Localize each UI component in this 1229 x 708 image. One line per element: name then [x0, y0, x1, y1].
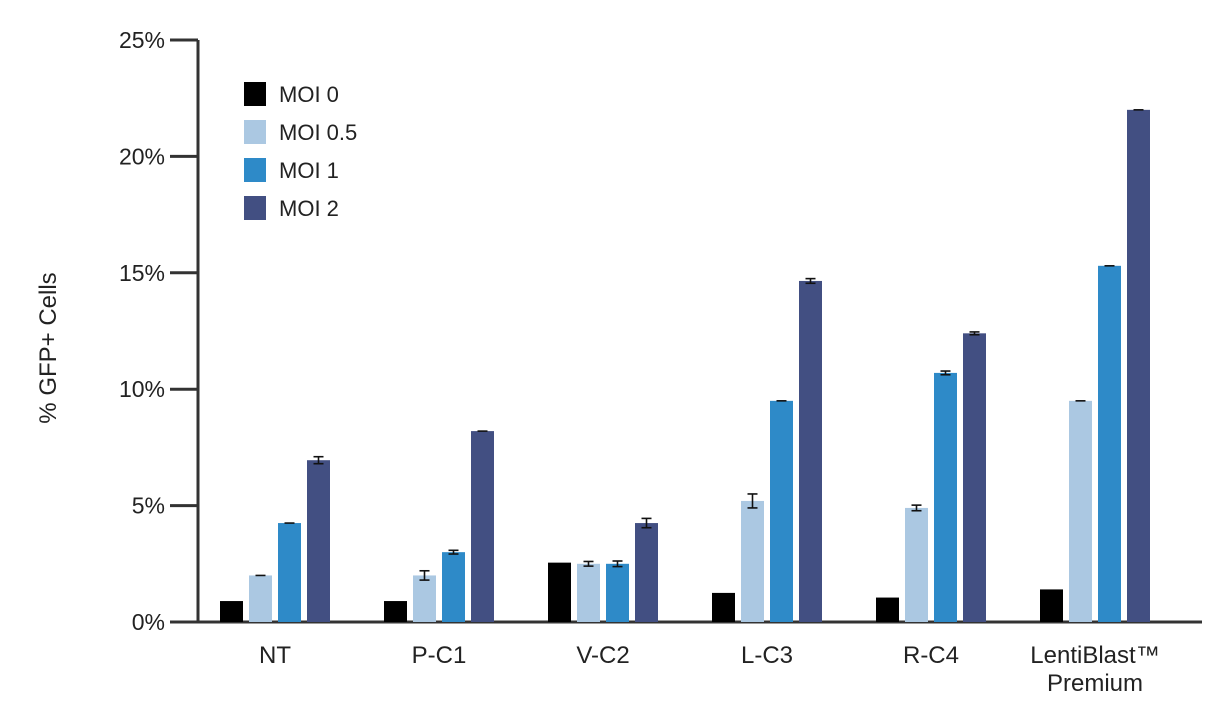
- bar: [905, 507, 928, 622]
- legend-label: MOI 1: [279, 158, 339, 183]
- y-tick-label: 5%: [132, 493, 165, 519]
- bar: [471, 431, 494, 622]
- bar: [442, 552, 465, 622]
- bar: [934, 372, 957, 622]
- bar: [635, 523, 658, 622]
- bar: [220, 601, 243, 622]
- bar: [307, 460, 330, 622]
- legend-swatch: [244, 82, 266, 106]
- bar: [1127, 109, 1150, 623]
- y-tick-label: 15%: [119, 260, 165, 286]
- x-tick-label: NT: [259, 642, 291, 669]
- bar: [577, 563, 600, 622]
- bar: [1098, 265, 1121, 622]
- bar: [770, 400, 793, 622]
- bar: [741, 500, 764, 622]
- x-tick-label: L-C3: [741, 642, 793, 669]
- bar: [799, 280, 822, 622]
- x-tick-label: Premium: [1047, 670, 1143, 697]
- x-tick-label: P-C1: [412, 642, 467, 669]
- bar: [606, 563, 629, 622]
- bar: [1069, 400, 1092, 622]
- legend-swatch: [244, 196, 266, 220]
- error-bars: [255, 109, 1144, 581]
- bar: [278, 523, 301, 622]
- legend-label: MOI 0: [279, 82, 339, 107]
- legend-label: MOI 2: [279, 196, 339, 221]
- legend: MOI 0 MOI 0.5 MOI 1 MOI 2: [244, 82, 357, 221]
- y-tick-label: 10%: [119, 376, 165, 402]
- bar: [1040, 589, 1063, 622]
- legend-swatch: [244, 120, 266, 144]
- bar: [548, 562, 571, 622]
- y-axis-label: % GFP+ Cells: [35, 272, 62, 423]
- bar: [413, 575, 436, 622]
- bar: [249, 575, 272, 622]
- legend-swatch: [244, 158, 266, 182]
- x-tick-label: LentiBlast™: [1030, 642, 1159, 669]
- x-tick-label: V-C2: [576, 642, 629, 669]
- bar: [712, 592, 735, 622]
- y-axis: 0% 5% 10% 15% 20% 25%: [119, 27, 200, 635]
- y-tick-label: 25%: [119, 27, 165, 53]
- legend-label: MOI 0.5: [279, 120, 357, 145]
- x-tick-label: R-C4: [903, 642, 959, 669]
- bar: [384, 601, 407, 622]
- y-tick-label: 20%: [119, 143, 165, 169]
- bar: [963, 333, 986, 622]
- bar: [876, 597, 899, 622]
- y-tick-label: 0%: [132, 609, 165, 635]
- bars: [220, 109, 1150, 623]
